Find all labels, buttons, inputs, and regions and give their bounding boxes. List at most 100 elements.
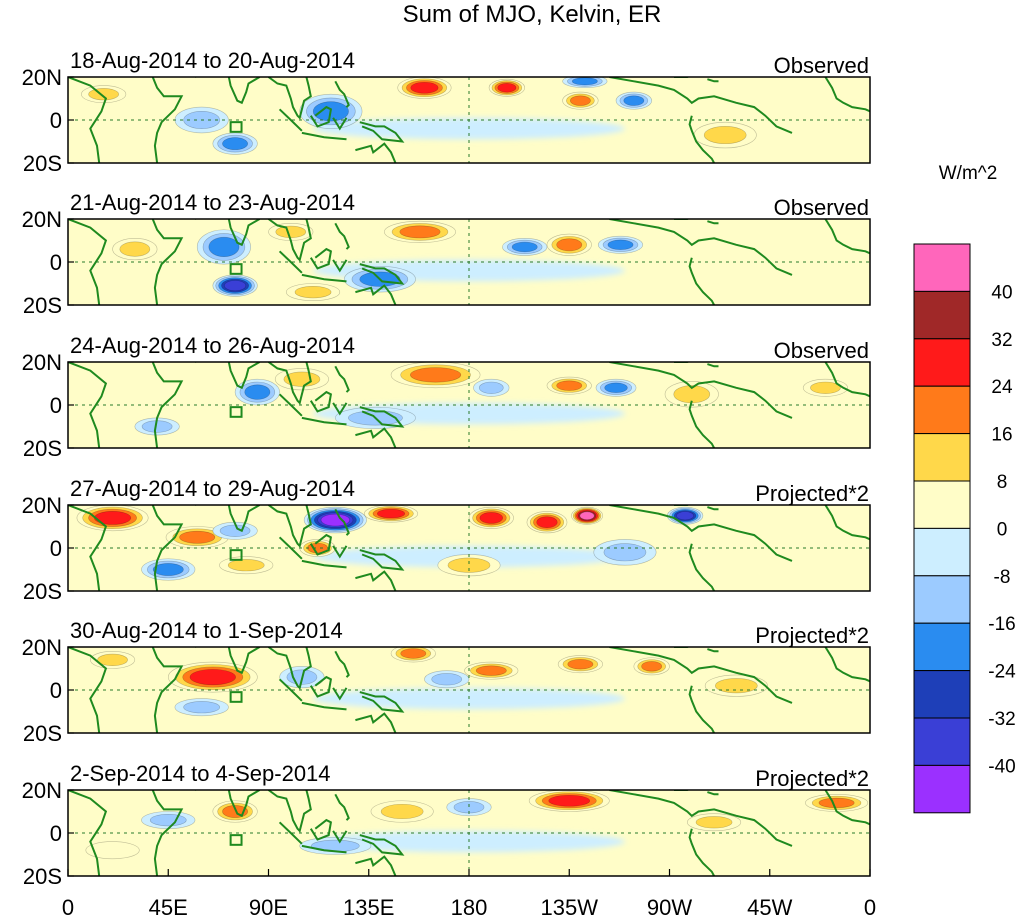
coastline [195,647,261,675]
coastline [151,505,184,591]
contour-blob [224,280,247,292]
x-tick-label: 90E [249,895,288,920]
contour-blob [810,381,841,394]
contour-blob [208,236,240,257]
y-tick-label: 20S [23,721,62,746]
y-tick-label: 0 [50,536,62,561]
colorbar-label: 24 [991,377,1013,398]
panel-field [68,790,870,876]
contour-blob [149,813,187,827]
panel-dates: 2-Sep-2014 to 4-Sep-2014 [70,761,331,786]
coastline [68,219,108,305]
contour-blob [183,701,221,714]
contour-blob [478,381,504,394]
colorbar-swatch [913,670,971,719]
contour-blob [475,665,507,676]
reference-box [229,691,243,703]
contour-blob [85,841,140,860]
coastline [301,559,347,569]
coastline [68,505,108,591]
coastline [332,402,348,416]
coastline [332,687,348,701]
coastline [609,647,793,704]
coastline [267,790,312,833]
contour-blob [714,678,758,694]
contour-blob [222,137,249,151]
contour-blob [380,803,424,820]
contour-blob [604,382,628,393]
colorbar-swatch [913,575,971,624]
colorbar-units: W/m^2 [939,163,998,184]
colorbar-label: -24 [988,662,1016,683]
x-tick-label: 0 [864,895,876,920]
coastline [332,259,348,273]
coastline [151,790,184,876]
panel-field [68,77,870,163]
contour-blob [579,511,595,520]
coastline [688,115,715,163]
y-tick-label: 0 [50,821,62,846]
y-tick-label: 20N [22,207,62,232]
contour-blob [219,524,251,537]
coastline [267,505,312,548]
contour-blob [320,513,350,527]
coastline [688,400,715,448]
contour-blob [695,816,733,829]
coastline [359,121,405,143]
coastline [278,678,303,702]
contour-blob [119,241,151,257]
panel-field [68,647,870,733]
colorbar-label: 16 [991,425,1012,446]
coastline [824,219,870,255]
coastline [707,78,719,83]
panel-dates: 27-Aug-2014 to 29-Aug-2014 [70,476,355,501]
colorbar-swatch [913,243,971,292]
contour-blob [88,88,119,101]
coastline [688,685,715,733]
contour-blob [400,648,427,659]
y-tick-label: 20N [22,493,62,518]
panel-status: Observed [774,338,869,363]
contour-blob [607,239,634,250]
colorbar-swatch [913,433,971,482]
contour-blob [536,516,558,529]
coastline [301,273,347,283]
panel-status: Projected*2 [755,623,869,648]
reference-box [229,406,243,418]
coastline [707,648,719,653]
coastline [267,362,312,405]
colorbar-label: -8 [994,567,1011,588]
coastline [334,80,350,108]
reference-box [229,121,243,133]
coastline [151,219,184,305]
coastline [301,131,347,141]
contour-blob [377,508,406,519]
panel-dates: 18-Aug-2014 to 20-Aug-2014 [70,48,355,73]
contour-blob [447,557,491,573]
coastline [688,828,715,876]
y-tick-label: 20S [23,151,62,176]
coastline [267,219,312,262]
colorbar-label: -16 [988,614,1015,635]
y-tick-label: 0 [50,678,62,703]
reference-box [229,834,243,846]
coastline [309,105,333,128]
contour-blob [511,241,538,253]
contour-blob [603,543,647,562]
coastline [278,536,303,560]
contour-blob [567,659,594,670]
contour-blob [641,661,663,672]
panel-4: 20N 0 20S 27-Aug-2014 to 29-Aug-2014 Project… [22,476,871,604]
coastline [359,406,405,428]
contour-blob [227,559,265,572]
y-tick-label: 0 [50,108,62,133]
colorbar-label: 0 [997,519,1008,540]
colorbar-swatch [913,622,971,672]
coastline [359,549,405,571]
colorbar: W/m^2 40 32 24 16 8 0 -8 -16 -24 -32 -40 [913,163,1016,814]
y-tick-label: 20N [22,635,62,660]
coastline [278,108,303,132]
contour-blob [283,371,321,387]
panel-3: 20N 0 20S 24-Aug-2014 to 26-Aug-2014 Observe… [22,333,871,461]
